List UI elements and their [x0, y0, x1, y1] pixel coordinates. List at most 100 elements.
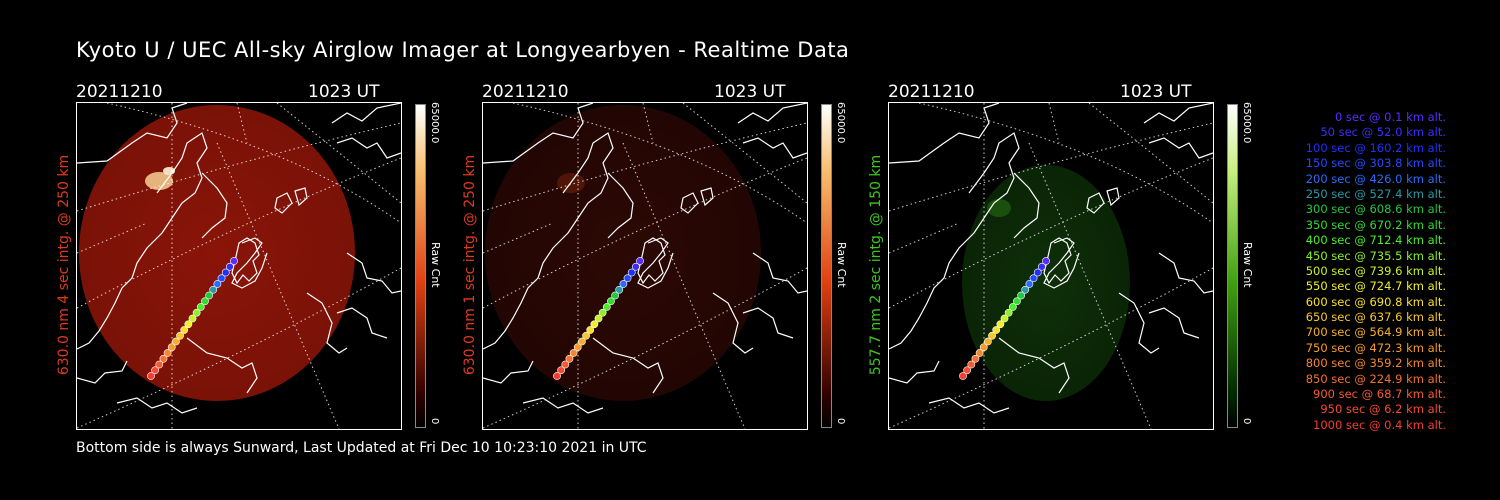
map-svg — [77, 103, 401, 429]
trajectory-point — [594, 314, 603, 323]
coastline — [1013, 172, 1040, 239]
trajectory-point — [590, 320, 599, 329]
coastline — [742, 137, 807, 159]
trajectory-point — [557, 366, 566, 375]
trajectory-point — [565, 354, 574, 363]
grid-line — [682, 103, 807, 204]
colorbar-max: 65000.0 — [429, 102, 440, 144]
coastline — [1086, 192, 1105, 214]
legend-row: 100 sec @ 160.2 km alt. — [1305, 140, 1446, 155]
coastline — [700, 187, 714, 207]
trajectory-point — [619, 280, 628, 288]
trajectory-point — [209, 285, 218, 294]
trajectory-point — [192, 308, 201, 317]
panel-date: 20211210 — [76, 82, 163, 102]
trajectory-point — [963, 366, 972, 375]
trajectory-point — [230, 257, 238, 265]
trajectory-point — [553, 372, 561, 380]
trajectory-point — [561, 360, 570, 369]
trajectory-point — [1000, 314, 1009, 323]
coastline — [998, 337, 1070, 394]
trajectory-point — [988, 331, 996, 340]
map-svg — [483, 103, 807, 429]
airglow-disc — [485, 105, 761, 401]
colorbar-min: 0 — [835, 418, 846, 425]
trajectory-point — [1029, 274, 1038, 283]
panel-date: 20211210 — [482, 82, 569, 102]
legend-row: 0 sec @ 0.1 km alt. — [1334, 110, 1446, 124]
trajectory-point — [984, 337, 992, 346]
grid-line — [483, 122, 807, 212]
coastline — [1143, 103, 1213, 124]
colorbar-unit: Raw Cnt — [429, 242, 442, 288]
coastline — [336, 307, 388, 339]
coastline — [1106, 187, 1120, 207]
panel-time: 1023 UT — [308, 82, 380, 102]
map-svg — [889, 103, 1213, 429]
grid-line — [889, 222, 960, 254]
grid-line — [77, 122, 401, 212]
airglow-image-557-2s — [888, 102, 1214, 430]
grid-line — [918, 103, 1213, 224]
coastline — [77, 132, 208, 350]
legend-row: 400 sec @ 712.4 km alt. — [1305, 233, 1446, 248]
legend-row: 850 sec @ 224.9 km alt. — [1305, 371, 1446, 386]
grid-line — [483, 222, 554, 254]
colorbar-min: 0 — [1241, 418, 1252, 425]
trajectory-point — [159, 354, 168, 363]
trajectory-point — [1021, 285, 1030, 294]
trajectory-point — [1025, 280, 1034, 288]
colorbar-min: 0 — [429, 418, 440, 425]
trajectory-point — [180, 326, 189, 334]
legend-row: 500 sec @ 739.6 km alt. — [1305, 263, 1446, 278]
airglow-image-630-1s — [482, 102, 808, 430]
trajectory-point — [205, 291, 213, 300]
trajectory-point — [623, 274, 632, 283]
trajectory-point — [1013, 297, 1021, 306]
aurora-spot — [145, 172, 173, 190]
trajectory-point — [578, 337, 586, 346]
trajectory-point — [1008, 303, 1017, 311]
coastline — [274, 192, 293, 214]
coastline — [737, 103, 807, 124]
trajectory-point — [172, 337, 180, 346]
panel-date: 20211210 — [888, 82, 975, 102]
legend-row: 250 sec @ 527.4 km alt. — [1305, 186, 1446, 201]
colorbar-unit: Raw Cnt — [1241, 242, 1254, 288]
grid-line — [1048, 103, 1060, 144]
coastline — [483, 103, 594, 164]
trajectory-point — [155, 360, 164, 369]
coastline — [116, 397, 198, 414]
airglow-disc — [79, 105, 355, 401]
coastline — [201, 172, 228, 239]
trajectory-point — [627, 268, 636, 277]
trajectory-point — [167, 343, 176, 352]
trajectory-point — [586, 326, 595, 334]
trajectory-point — [636, 257, 644, 265]
coastline — [331, 103, 401, 124]
coastline — [1148, 137, 1213, 159]
trajectory-point — [1033, 268, 1042, 277]
legend-row: 300 sec @ 608.6 km alt. — [1305, 202, 1446, 217]
grid-line — [77, 157, 401, 309]
trajectory-point — [1004, 308, 1013, 317]
trajectory-point — [979, 343, 988, 352]
panel-y-label: 630.0 nm 1 sec intg. @ 250 km — [462, 154, 478, 376]
trajectory-point — [225, 262, 234, 271]
legend-row: 1000 sec @ 0.4 km alt. — [1313, 417, 1446, 432]
coastline — [186, 337, 258, 394]
grid-line — [889, 157, 1213, 309]
legend-row: 50 sec @ 52.0 km alt. — [1320, 125, 1446, 140]
airglow-disc — [962, 165, 1130, 401]
grid-line — [77, 222, 148, 254]
grid-line — [512, 103, 807, 224]
coastline — [294, 187, 308, 207]
trajectory-point — [607, 297, 615, 306]
coastline — [483, 132, 614, 350]
coastline — [637, 237, 674, 289]
coastline — [712, 292, 754, 354]
coastline — [889, 103, 1000, 164]
airglow-image-630-4s — [76, 102, 402, 430]
legend-row: 750 sec @ 472.3 km alt. — [1305, 340, 1446, 355]
colorbar-max: 65000.0 — [835, 102, 846, 144]
